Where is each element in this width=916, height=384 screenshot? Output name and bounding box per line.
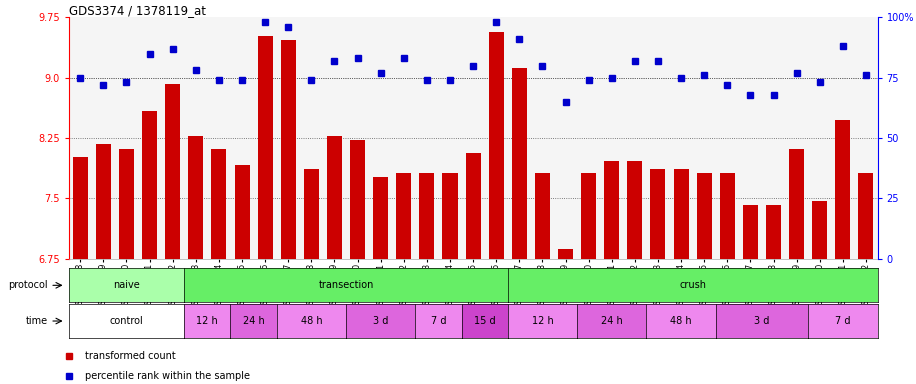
Text: 12 h: 12 h [196,316,218,326]
Bar [96,144,111,259]
Bar [512,68,527,259]
Text: 15 d: 15 d [474,316,496,326]
Text: GDS3374 / 1378119_at: GDS3374 / 1378119_at [69,4,206,17]
Bar [697,173,712,259]
Text: percentile rank within the sample: percentile rank within the sample [85,371,250,381]
Bar [790,149,804,259]
Text: protocol: protocol [8,280,49,290]
Bar [442,173,457,259]
Bar [420,173,434,259]
Bar [465,152,481,259]
Bar [558,249,573,259]
Bar [720,173,735,259]
Text: 24 h: 24 h [243,316,265,326]
Text: naive: naive [113,280,140,290]
Bar [119,149,134,259]
Text: 3 d: 3 d [754,316,769,326]
Bar [489,32,504,259]
Text: 48 h: 48 h [300,316,322,326]
Bar [673,169,689,259]
Bar [72,157,88,259]
Bar [327,136,342,259]
Text: time: time [26,316,49,326]
Text: 24 h: 24 h [601,316,623,326]
Text: 7 d: 7 d [431,316,446,326]
Bar [257,36,273,259]
Bar [581,173,596,259]
Bar [858,173,874,259]
Bar [304,169,319,259]
Bar [373,177,388,259]
Bar [397,173,411,259]
Bar [766,205,781,259]
Bar [212,149,226,259]
Bar [189,136,203,259]
Bar [650,169,666,259]
Text: 7 d: 7 d [835,316,851,326]
Bar [234,165,249,259]
Bar [812,201,827,259]
Bar [350,141,365,259]
Bar [605,161,619,259]
Text: 48 h: 48 h [671,316,692,326]
Bar [835,120,850,259]
Bar [142,111,157,259]
Bar [743,205,758,259]
Text: 3 d: 3 d [373,316,388,326]
Text: control: control [110,316,143,326]
Text: crush: crush [679,280,706,290]
Bar [280,40,296,259]
Text: transection: transection [319,280,374,290]
Bar [535,173,550,259]
Text: 12 h: 12 h [531,316,553,326]
Text: transformed count: transformed count [85,351,176,361]
Bar [627,161,642,259]
Bar [165,84,180,259]
